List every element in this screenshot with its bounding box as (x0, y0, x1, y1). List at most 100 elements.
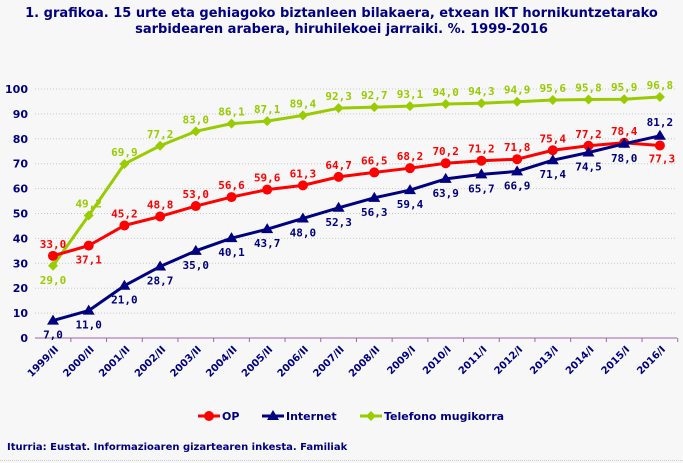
data-point (226, 192, 237, 203)
data-point (583, 140, 594, 151)
x-tick-label: 2015/I (600, 344, 633, 377)
data-label: 56,3 (361, 206, 388, 219)
data-label: 66,9 (504, 179, 531, 192)
data-point (155, 140, 166, 151)
data-label: 75,4 (540, 132, 567, 145)
data-point (225, 232, 238, 243)
legend-label: OP (222, 410, 239, 423)
y-tick-label: 60 (13, 183, 29, 196)
divider (0, 460, 683, 461)
x-tick-label: 2004/II (204, 344, 239, 379)
y-tick-label: 100 (5, 83, 28, 96)
data-label: 94,3 (468, 85, 495, 98)
data-point (369, 102, 380, 113)
data-label: 7,0 (43, 329, 63, 342)
data-point (582, 146, 595, 157)
data-point (118, 279, 131, 290)
data-label: 59,6 (254, 172, 281, 185)
data-point (190, 126, 201, 137)
data-label: 71,2 (468, 143, 495, 156)
data-label: 70,2 (432, 145, 459, 158)
y-tick-label: 50 (13, 208, 29, 221)
legend-marker (366, 411, 376, 421)
data-label: 40,1 (218, 246, 245, 259)
data-point (547, 145, 558, 156)
data-label: 63,9 (432, 187, 459, 200)
y-tick-label: 40 (13, 232, 29, 245)
x-tick-label: 1999/II (26, 344, 61, 379)
x-tick-label: 2006/II (276, 344, 311, 379)
data-label: 49,2 (75, 197, 102, 210)
data-point (48, 250, 58, 261)
data-label: 96,8 (647, 79, 674, 92)
x-tick-label: 2001/II (97, 344, 132, 379)
data-label: 21,0 (111, 294, 138, 307)
data-point (619, 94, 630, 105)
data-label: 48,8 (147, 198, 174, 211)
data-point (48, 260, 58, 271)
data-point (654, 91, 665, 102)
data-point (190, 201, 201, 212)
data-point (297, 180, 308, 191)
data-label: 11,0 (75, 319, 102, 332)
x-tick-label: 2007/II (311, 344, 346, 379)
y-tick-label: 30 (13, 257, 29, 270)
data-point (512, 154, 523, 165)
data-label: 78,0 (611, 152, 638, 165)
x-tick-label: 2000/II (62, 344, 97, 379)
x-tick-label: 2005/II (240, 344, 275, 379)
data-label: 77,2 (575, 128, 602, 141)
series-line-internet (52, 134, 661, 323)
series-line-op (52, 141, 661, 258)
data-point (476, 98, 487, 109)
data-label: 71,8 (504, 141, 531, 154)
data-label: 35,0 (183, 259, 210, 272)
legend-label: Internet (286, 410, 337, 423)
x-tick-label: 2012/I (493, 344, 526, 377)
y-tick-label: 10 (13, 307, 29, 320)
data-label: 95,9 (611, 81, 638, 94)
data-point (119, 158, 130, 169)
chart-title-line2: sarbidearen arabera, hiruhilekoei jarrai… (135, 22, 548, 37)
data-label: 71,4 (540, 168, 567, 181)
data-label: 77,2 (147, 128, 174, 141)
data-point (262, 116, 273, 127)
data-label: 56,6 (218, 179, 245, 192)
data-label: 68,2 (397, 150, 424, 163)
data-label: 52,3 (325, 216, 352, 229)
x-tick-label: 2002/II (133, 344, 168, 379)
y-tick-label: 70 (13, 158, 29, 171)
data-label: 53,0 (183, 188, 210, 201)
data-point (654, 140, 665, 151)
data-label: 64,7 (325, 159, 352, 172)
data-point (439, 172, 452, 183)
data-point (189, 244, 202, 255)
x-tick-label: 2013/I (528, 344, 561, 377)
legend-marker (204, 411, 214, 421)
y-tick-label: 0 (20, 332, 28, 345)
data-point (332, 201, 345, 212)
data-label: 74,5 (575, 160, 602, 173)
x-tick-label: 2016/I (635, 344, 668, 377)
data-label: 33,0 (40, 238, 67, 251)
data-point (475, 168, 488, 179)
data-point (583, 94, 594, 105)
legend-marker (267, 410, 279, 420)
data-point (369, 167, 380, 178)
x-tick-label: 2010/I (421, 344, 454, 377)
data-point (226, 118, 237, 129)
data-point (297, 110, 308, 121)
x-tick-label: 2003/II (169, 344, 204, 379)
data-point (83, 240, 94, 251)
data-point (512, 96, 523, 107)
y-tick-label: 90 (13, 108, 29, 121)
data-label: 28,7 (147, 275, 174, 288)
data-label: 29,0 (40, 274, 67, 287)
data-label: 89,4 (290, 97, 317, 110)
data-label: 92,3 (325, 90, 352, 103)
x-tick-label: 2009/I (385, 344, 418, 377)
data-label: 94,0 (432, 86, 459, 99)
data-point (405, 163, 415, 174)
data-label: 81,2 (647, 116, 674, 129)
